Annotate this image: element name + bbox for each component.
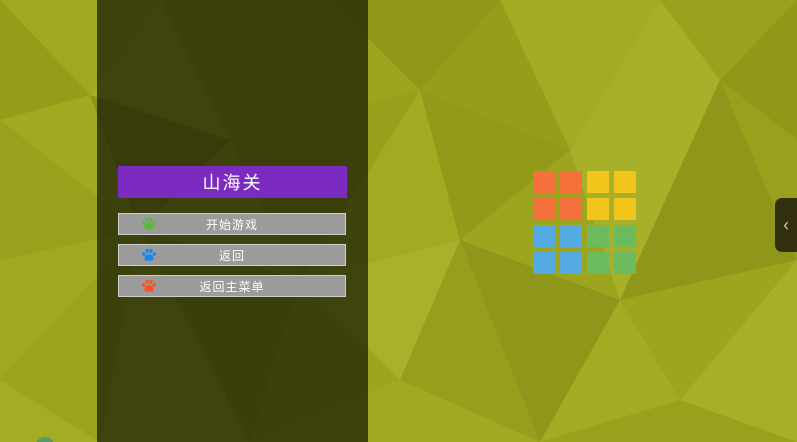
color-tile-yellow[interactable] bbox=[614, 171, 636, 193]
color-tile-orange[interactable] bbox=[560, 171, 582, 193]
level-title: 山海关 bbox=[202, 173, 263, 193]
color-tile-yellow[interactable] bbox=[614, 198, 636, 220]
paw-icon bbox=[141, 248, 157, 263]
color-tile-green[interactable] bbox=[614, 252, 636, 274]
color-tile-blue[interactable] bbox=[533, 252, 555, 274]
paw-icon bbox=[141, 279, 157, 294]
color-tile-green[interactable] bbox=[587, 252, 609, 274]
paw-icon bbox=[141, 217, 157, 232]
back-button[interactable]: 返回 bbox=[118, 244, 346, 266]
main-menu-button[interactable]: 返回主菜单 bbox=[118, 275, 346, 297]
color-tile-blue[interactable] bbox=[533, 225, 555, 247]
color-tile-orange[interactable] bbox=[533, 171, 555, 193]
color-tile-yellow[interactable] bbox=[587, 198, 609, 220]
back-label: 返回 bbox=[218, 248, 245, 263]
color-tile-blue[interactable] bbox=[560, 225, 582, 247]
color-tile-grid bbox=[533, 171, 636, 274]
collapse-panel-tab[interactable]: ‹ bbox=[775, 198, 797, 252]
chevron-left-icon: ‹ bbox=[783, 212, 789, 237]
color-tile-green[interactable] bbox=[614, 225, 636, 247]
color-tile-orange[interactable] bbox=[533, 198, 555, 220]
teal-dot bbox=[36, 437, 54, 442]
color-tile-green[interactable] bbox=[587, 225, 609, 247]
color-tile-blue[interactable] bbox=[560, 252, 582, 274]
start-game-label: 开始游戏 bbox=[205, 217, 258, 232]
color-tile-orange[interactable] bbox=[560, 198, 582, 220]
color-tile-yellow[interactable] bbox=[587, 171, 609, 193]
level-title-bar: 山海关 bbox=[118, 166, 347, 198]
start-game-button[interactable]: 开始游戏 bbox=[118, 213, 346, 235]
main-menu-label: 返回主菜单 bbox=[199, 279, 265, 294]
